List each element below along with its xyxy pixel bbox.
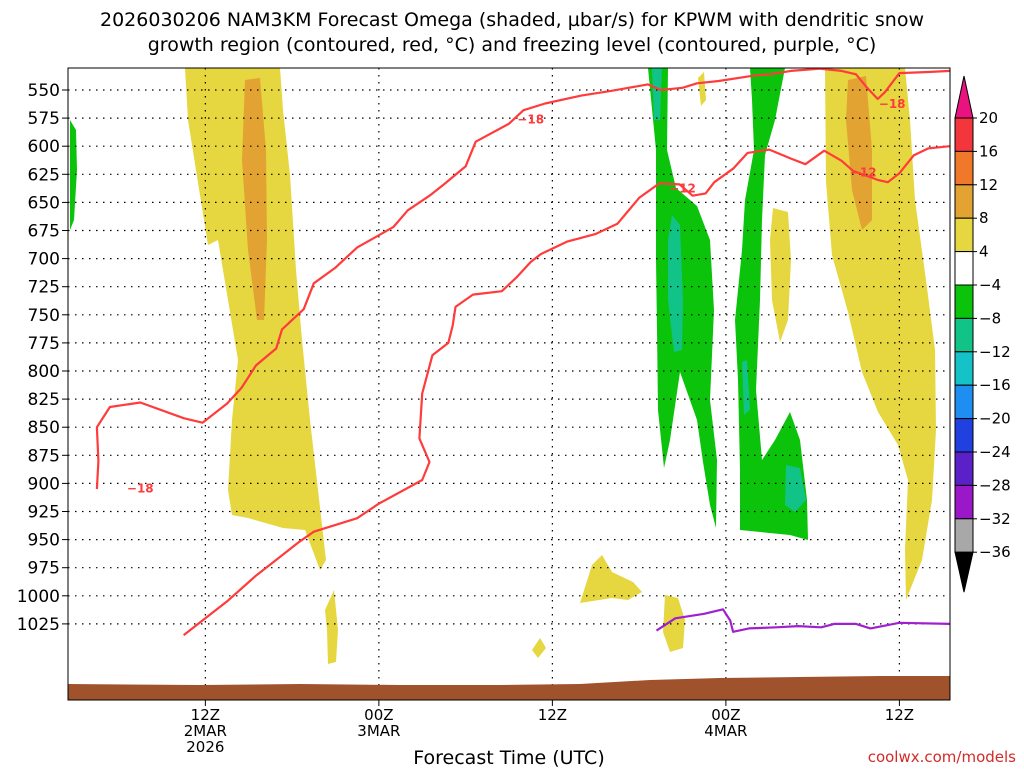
dgz_minus12_isotherm-contour xyxy=(183,145,950,636)
x-axis-title: Forecast Time (UTC) xyxy=(413,747,604,768)
plot-frame xyxy=(67,67,951,701)
contour-label: −18 xyxy=(517,113,544,127)
credit-text: coolwx.com/models xyxy=(868,748,1016,766)
y-tick-label: 725 xyxy=(28,278,60,298)
contour-label: −18 xyxy=(127,481,154,495)
colorbar-swatch xyxy=(954,351,974,386)
x-tick-label: 12Z xyxy=(191,706,220,724)
x-tick-label: 3MAR xyxy=(357,722,400,740)
omega-area-strong-negative-2 xyxy=(785,465,806,512)
y-tick-label: 950 xyxy=(28,531,60,551)
y-tick-label: 700 xyxy=(28,250,60,270)
colorbar-label: 12 xyxy=(979,176,998,194)
colorbar-swatch xyxy=(954,384,974,420)
colorbar-label: −36 xyxy=(979,543,1011,561)
freezing_level_0c-contour xyxy=(655,608,950,633)
y-tick-label: 625 xyxy=(28,165,60,185)
omega-area-positive-2 xyxy=(825,68,936,600)
y-tick-label: 650 xyxy=(28,193,60,213)
colorbar-top-triangle xyxy=(954,75,974,119)
y-tick-label: 600 xyxy=(28,137,60,157)
omega-area-negative-2 xyxy=(735,68,808,540)
ground-terrain xyxy=(68,676,950,700)
colorbar-swatch xyxy=(954,150,974,186)
colorbar-label: −16 xyxy=(979,376,1011,394)
colorbar-label: −8 xyxy=(979,309,1001,327)
y-tick-label: 975 xyxy=(28,559,60,579)
colorbar: 20 16 12 8 4 −4 −8 −12 −16 −20 −24 −28 −32 −36 xyxy=(954,75,1011,593)
omega-area-positive-5 xyxy=(325,590,338,664)
colorbar-label: −12 xyxy=(979,343,1011,361)
colorbar-label: −24 xyxy=(979,443,1011,461)
colorbar-swatch xyxy=(954,317,974,353)
omega-area-strong-negative-4 xyxy=(652,68,662,120)
x-tick-label: 2026 xyxy=(186,738,224,756)
y-tick-label: 900 xyxy=(28,474,60,494)
omega-area-strong-positive-2 xyxy=(846,76,872,230)
omega-area-positive-6 xyxy=(770,208,791,342)
y-tick-label: 800 xyxy=(28,362,60,382)
colorbar-swatch xyxy=(954,451,974,486)
colorbar-swatch xyxy=(954,184,974,219)
y-tick-label: 925 xyxy=(28,503,60,523)
omega-area-positive-7 xyxy=(532,638,546,658)
contour-label: −12 xyxy=(850,166,877,180)
x-tick-label: 12Z xyxy=(538,706,567,724)
colorbar-label: −4 xyxy=(979,276,1001,294)
colorbar-swatch xyxy=(954,418,974,453)
x-tick-label: 12Z xyxy=(885,706,914,724)
colorbar-swatch xyxy=(954,251,974,286)
y-tick-label: 675 xyxy=(28,222,60,242)
y-tick-label: 750 xyxy=(28,306,60,326)
colorbar-label: 16 xyxy=(979,142,998,160)
omega-area-positive-3 xyxy=(580,555,642,603)
x-tick-label: 2MAR xyxy=(184,722,227,740)
contour-label: −12 xyxy=(669,181,696,195)
colorbar-swatch xyxy=(954,484,974,520)
colorbar-label: 8 xyxy=(979,209,989,227)
colorbar-label: −28 xyxy=(979,476,1011,494)
x-tick-label: 4MAR xyxy=(704,722,747,740)
y-tick-label: 550 xyxy=(28,81,60,101)
colorbar-swatch xyxy=(954,217,974,253)
y-tick-label: 575 xyxy=(28,109,60,129)
chart-title-line2: growth region (contoured, red, °C) and f… xyxy=(148,34,877,56)
omega-area-positive-4 xyxy=(663,595,685,652)
x-tick-label: 00Z xyxy=(711,706,740,724)
y-tick-label: 775 xyxy=(28,334,60,354)
omega-area-positive-8 xyxy=(698,72,706,106)
y-tick-label: 850 xyxy=(28,418,60,438)
y-tick-label: 1000 xyxy=(17,587,60,607)
colorbar-swatch xyxy=(954,518,974,553)
omega-area-negative-3 xyxy=(70,120,77,230)
y-tick-label: 825 xyxy=(28,390,60,410)
omega-area-strong-negative-1 xyxy=(668,215,683,352)
colorbar-swatch xyxy=(954,117,974,152)
chart-title-line1: 2026030206 NAM3KM Forecast Omega (shaded… xyxy=(100,9,924,31)
colorbar-bottom-triangle xyxy=(954,551,974,593)
colorbar-label: −20 xyxy=(979,410,1011,428)
colorbar-label: 20 xyxy=(979,109,998,127)
colorbar-label: −32 xyxy=(979,510,1011,528)
omega-area-strong-positive-1 xyxy=(242,78,267,320)
y-tick-label: 1025 xyxy=(17,615,60,635)
contour-label: −18 xyxy=(879,97,906,111)
dgz_minus18_isotherm-contour xyxy=(95,68,950,490)
x-tick-label: 00Z xyxy=(364,706,393,724)
y-tick-label: 875 xyxy=(28,446,60,466)
omega-area-positive-1 xyxy=(185,68,326,570)
omega-area-strong-negative-3 xyxy=(742,360,750,415)
colorbar-label: 4 xyxy=(979,243,989,261)
colorbar-swatch xyxy=(954,284,974,319)
